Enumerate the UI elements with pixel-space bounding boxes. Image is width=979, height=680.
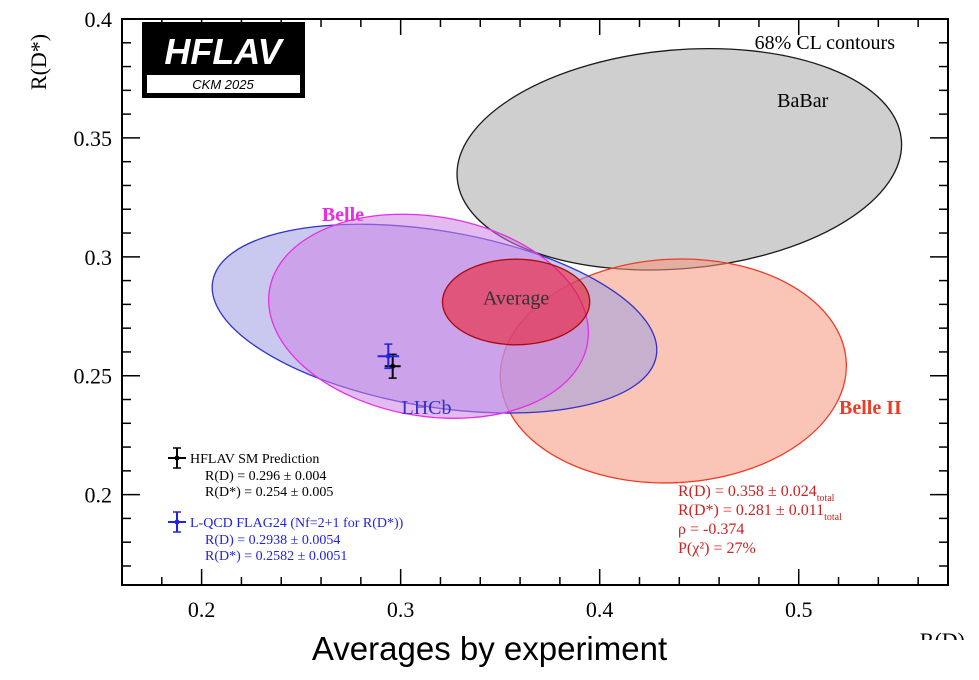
x-tick-label: 0.4: [586, 597, 614, 622]
legend-entry-0: HFLAV SM Prediction R(D) = 0.296 ± 0.004R…: [168, 447, 333, 500]
x-axis-title: R(D): [920, 628, 965, 640]
x-tick-label: 0.2: [188, 597, 216, 622]
series-label-lhcb: LHCb: [402, 397, 452, 419]
legend-value: R(D*) = 0.2582 ± 0.0051: [205, 549, 347, 564]
legend-value: R(D*) = 0.254 ± 0.005: [205, 485, 333, 500]
prediction-point-1: [377, 343, 400, 370]
series-label-belle: Belle: [322, 204, 364, 226]
legend-value: R(D) = 0.2938 ± 0.0054: [205, 533, 340, 548]
x-tick-label: 0.3: [387, 597, 415, 622]
series-labels: BaBar Belle II LHCb Belle Average: [322, 90, 902, 419]
logo-title: HFLAV: [164, 31, 284, 72]
series-label-belle-ii: Belle II: [839, 397, 902, 419]
chart-title: 68% CL contours: [755, 32, 896, 54]
legend-entry-1: L-QCD FLAG24 (Nf=2+1 for R(D*)) R(D) = 0.…: [168, 511, 404, 564]
y-axis-title: R(D*): [26, 34, 51, 90]
prediction-points: [377, 343, 401, 379]
y-tick-label: 0.35: [74, 126, 113, 151]
average-result-line: ρ = -0.374: [678, 521, 744, 538]
average-result-line: R(D*) = 0.281 ± 0.011total: [678, 502, 842, 523]
y-tick-label: 0.2: [85, 483, 113, 508]
average-result-line: R(D) = 0.358 ± 0.024total: [678, 483, 835, 504]
series-label-babar: BaBar: [777, 90, 828, 112]
y-tick-label: 0.3: [85, 245, 113, 270]
y-tick-label: 0.25: [74, 364, 113, 389]
contour-layer: [211, 47, 903, 484]
figure-caption: Averages by experiment: [311, 630, 668, 667]
y-tick-label: 0.4: [85, 7, 113, 32]
average-result-line: P(χ²) = 27%: [678, 540, 756, 557]
legend-label: HFLAV SM Prediction: [190, 452, 319, 467]
x-tick-label: 0.5: [785, 597, 813, 622]
contour-average: [441, 258, 591, 346]
series-label-average: Average: [483, 287, 549, 309]
logo-subtitle: CKM 2025: [192, 77, 254, 92]
axes: 0.2 0.3 0.4 0.5 0.2 0.25 0.3 0.35 0.4: [74, 7, 949, 622]
legend-value: R(D) = 0.296 ± 0.004: [205, 469, 326, 484]
hflav-logo: HFLAV CKM 2025: [142, 22, 305, 98]
plot-frame: [121, 18, 949, 586]
legend-label: L-QCD FLAG24 (Nf=2+1 for R(D*)): [190, 516, 404, 531]
